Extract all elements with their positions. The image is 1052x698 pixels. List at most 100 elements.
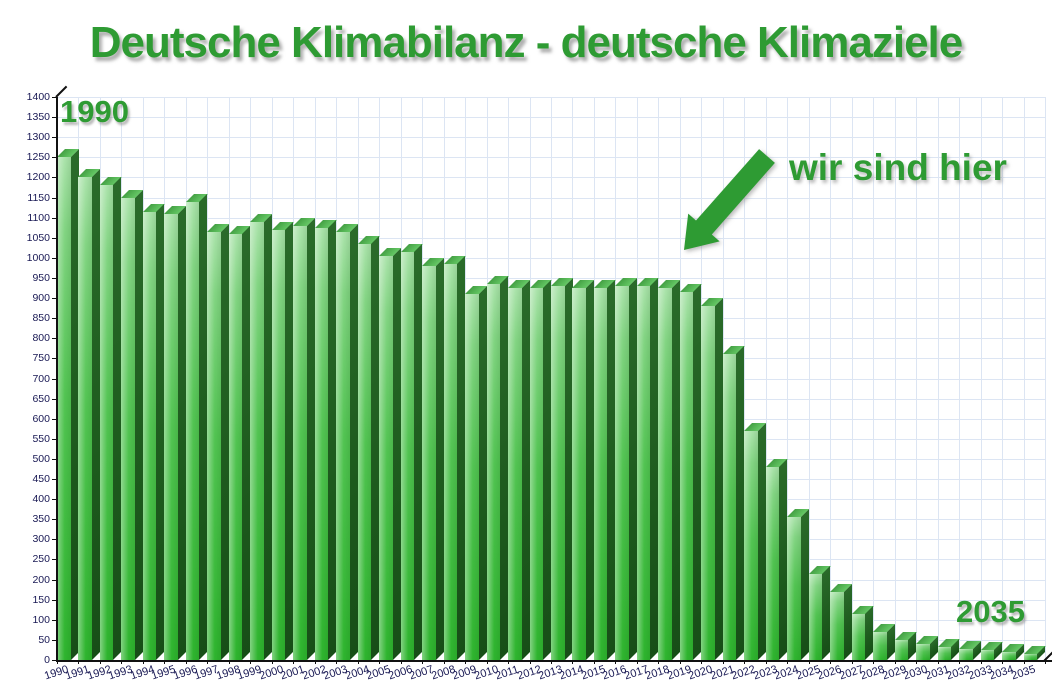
bar-side-face [500, 276, 509, 660]
bar-2010 [486, 97, 509, 660]
bar-front-face [336, 231, 350, 660]
bar-side-face [800, 509, 809, 660]
x-tick [379, 660, 381, 664]
y-tick-label: 1150 [27, 191, 50, 204]
bar-side-face [199, 193, 208, 660]
bar-2029 [894, 97, 917, 660]
bar-front-face [379, 255, 393, 660]
bar-front-face [830, 591, 844, 660]
y-tick-label: 1250 [26, 151, 50, 164]
start-year-label: 1990 [60, 94, 129, 129]
x-tick [787, 660, 789, 664]
x-tick [701, 660, 703, 664]
x-tick [894, 660, 896, 664]
x-tick [508, 660, 510, 664]
bar-side-face [134, 189, 143, 660]
bar-front-face [486, 284, 501, 660]
bar-front-face [593, 288, 608, 660]
x-tick [465, 660, 467, 664]
bar-2014 [572, 97, 594, 660]
bar-2012 [529, 97, 552, 660]
y-tick [52, 639, 57, 641]
here-arrow-shape [684, 149, 775, 250]
y-tick [52, 599, 57, 601]
bar-2000 [271, 97, 294, 660]
bar-side-face [285, 221, 294, 660]
bar-front-face [808, 573, 823, 660]
y-tick-label: 1050 [26, 231, 50, 244]
bar-2009 [465, 97, 487, 660]
bar-side-face [585, 280, 594, 660]
bar-1992 [99, 97, 122, 660]
y-tick [52, 438, 57, 440]
y-tick-label: 1350 [26, 111, 50, 124]
y-tick-label: 600 [32, 412, 50, 425]
bar-front-face [357, 243, 372, 660]
y-tick-label: 900 [32, 292, 50, 305]
bar-front-face [679, 292, 694, 660]
x-tick [486, 660, 488, 664]
bar-2016 [615, 97, 637, 660]
x-tick [185, 660, 187, 664]
x-tick [658, 660, 660, 664]
y-tick [52, 197, 57, 199]
y-tick-label: 0 [44, 654, 50, 666]
y-tick [52, 237, 57, 239]
bar-side-face [865, 605, 874, 660]
x-tick [228, 660, 230, 664]
gridline-v [744, 97, 746, 660]
y-tick-label: 450 [32, 473, 50, 486]
bar-2020 [701, 97, 723, 660]
y-tick [52, 519, 57, 521]
y-tick [52, 559, 57, 561]
bar-2027 [851, 97, 874, 660]
bar-1998 [228, 97, 251, 660]
gridline-v [980, 97, 982, 660]
bar-2026 [830, 97, 852, 660]
y-tick [52, 298, 57, 300]
y-tick [52, 660, 57, 661]
here-label: wir sind hier [789, 147, 1007, 188]
bar-side-face [671, 280, 680, 660]
bar-1991 [78, 97, 100, 660]
bar-2006 [400, 97, 423, 660]
bar-2003 [336, 97, 358, 660]
y-tick [52, 97, 57, 98]
x-tick [207, 660, 209, 664]
y-tick-label: 100 [32, 613, 50, 626]
page-title: Deutsche Klimabilanz - deutsche Klimazie… [89, 18, 963, 67]
bar-1999 [250, 97, 272, 660]
bar-2035 [1023, 97, 1046, 660]
bar-side-face [156, 203, 165, 660]
bar-front-face [894, 639, 909, 660]
bar-front-face [250, 221, 264, 660]
gridline-v [787, 97, 789, 660]
x-tick [121, 660, 123, 664]
y-tick-label: 550 [32, 432, 50, 445]
gridline-v [916, 97, 918, 660]
y-tick [52, 277, 57, 279]
bar-side-face [242, 225, 251, 660]
gridline-v [765, 97, 767, 660]
bar-side-face [306, 217, 315, 660]
bar-front-face [959, 648, 973, 660]
bar-side-face [113, 177, 122, 660]
x-tick [959, 660, 961, 664]
bar-2017 [636, 97, 659, 660]
bar-2005 [379, 97, 401, 660]
bar-side-face [457, 255, 466, 660]
bar-front-face [465, 294, 479, 660]
x-tick [851, 660, 853, 664]
x-tick [808, 660, 810, 664]
plot-area [55, 85, 1052, 662]
bar-side-face [693, 284, 702, 660]
bar-front-face [121, 197, 135, 660]
bar-2023 [765, 97, 788, 660]
y-tick-label: 950 [32, 271, 50, 284]
y-tick [52, 539, 57, 541]
bar-2004 [357, 97, 380, 660]
bar-front-face [142, 211, 157, 660]
x-tick [937, 660, 939, 664]
x-tick [916, 660, 918, 664]
